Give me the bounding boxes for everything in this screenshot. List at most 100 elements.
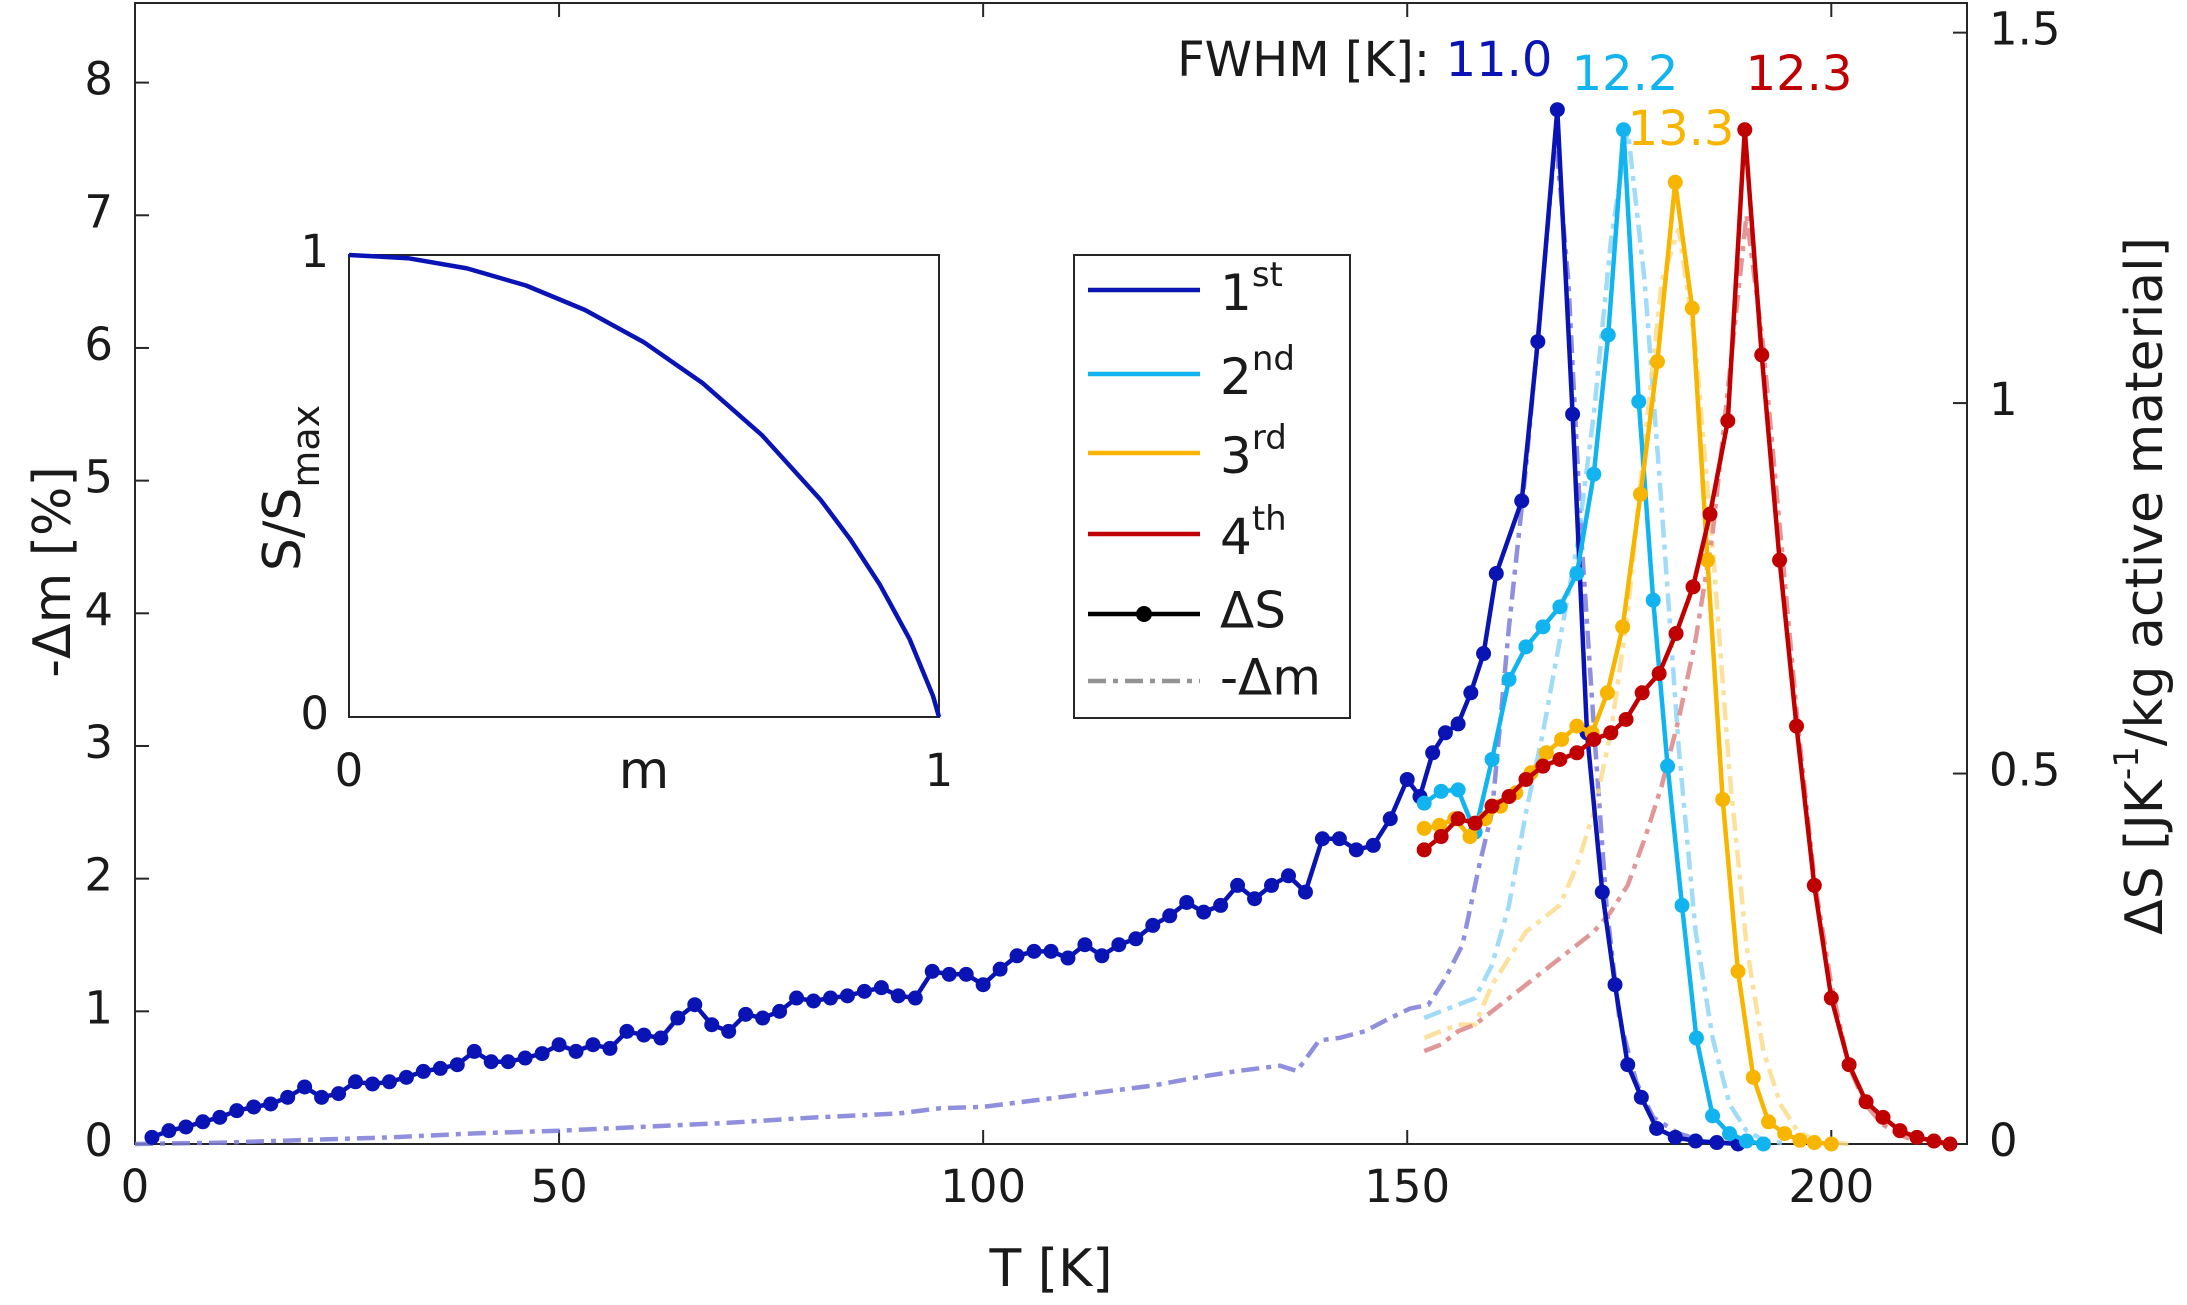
inset-frame bbox=[348, 254, 940, 718]
entropy-point bbox=[1745, 1069, 1761, 1085]
entropy-point bbox=[1586, 466, 1602, 482]
entropy-point bbox=[1399, 771, 1415, 787]
entropy-point bbox=[1162, 908, 1178, 924]
entropy-point bbox=[1280, 868, 1296, 884]
entropy-point bbox=[1077, 937, 1093, 953]
entropy-point bbox=[161, 1123, 177, 1139]
entropy-point bbox=[483, 1054, 499, 1070]
y-tick-label: 2 bbox=[84, 849, 113, 902]
x-axis-label: T [K] bbox=[989, 1239, 1113, 1299]
entropy-point bbox=[1450, 716, 1466, 732]
fwhm-label: 11.0 bbox=[1446, 32, 1553, 88]
entropy-point bbox=[772, 1003, 788, 1019]
entropy-point bbox=[1247, 891, 1263, 907]
entropy-point bbox=[670, 1010, 686, 1026]
inset-y-label-part: S/S bbox=[253, 488, 313, 572]
entropy-point bbox=[1416, 795, 1432, 811]
entropy-point bbox=[1111, 937, 1127, 953]
entropy-point bbox=[1730, 963, 1746, 979]
entropy-point bbox=[1569, 566, 1585, 581]
entropy-point bbox=[314, 1089, 330, 1105]
entropy-point bbox=[1685, 579, 1701, 595]
entropy-point bbox=[1942, 1136, 1958, 1152]
entropy-point bbox=[348, 1074, 364, 1090]
entropy-point bbox=[1549, 102, 1565, 118]
legend-label: -Δm bbox=[1220, 649, 1321, 707]
entropy-point bbox=[1699, 552, 1715, 568]
entropy-point bbox=[907, 990, 923, 1006]
legend-label: 4th bbox=[1220, 499, 1287, 566]
entropy-point bbox=[1645, 592, 1661, 608]
entropy-point bbox=[1709, 1135, 1725, 1151]
entropy-point bbox=[1565, 406, 1581, 422]
y-tick-label: 1 bbox=[84, 981, 113, 1034]
y2-tick-label: 1.5 bbox=[1989, 3, 2061, 56]
inset-y-label: S/Smax bbox=[253, 405, 328, 571]
entropy-point bbox=[806, 993, 822, 1009]
entropy-point bbox=[1634, 685, 1650, 701]
x-tick-label: 100 bbox=[940, 1160, 1026, 1213]
y2-axis-label: ΔS [JK-1/kg active material] bbox=[2107, 237, 2176, 935]
y-tick-label: 3 bbox=[84, 716, 113, 769]
entropy-point bbox=[1892, 1123, 1908, 1139]
entropy-point bbox=[1761, 1114, 1777, 1130]
entropy-point bbox=[144, 1129, 160, 1145]
entropy-point bbox=[1649, 354, 1665, 370]
legend-marker bbox=[1136, 606, 1152, 622]
entropy-point bbox=[924, 963, 940, 979]
entropy-point bbox=[1858, 1094, 1874, 1110]
entropy-point bbox=[1667, 1129, 1683, 1145]
entropy-point bbox=[280, 1089, 296, 1105]
entropy-point bbox=[1603, 725, 1619, 741]
entropy-point bbox=[1060, 950, 1076, 966]
entropy-point bbox=[941, 966, 957, 982]
entropy-point bbox=[246, 1099, 262, 1115]
entropy-point bbox=[398, 1069, 414, 1085]
entropy-point bbox=[619, 1023, 635, 1039]
entropy-point bbox=[1535, 758, 1551, 774]
entropy-point bbox=[212, 1109, 228, 1125]
entropy-point bbox=[1425, 745, 1441, 761]
entropy-point bbox=[1684, 300, 1700, 316]
y-tick-label: 5 bbox=[84, 451, 113, 504]
entropy-point bbox=[381, 1074, 397, 1090]
entropy-point bbox=[1586, 731, 1602, 747]
y2-axis-label-part: ΔS [JK bbox=[2115, 778, 2175, 935]
x-tick-label: 50 bbox=[530, 1160, 587, 1213]
entropy-point bbox=[1777, 1126, 1793, 1142]
entropy-point bbox=[1705, 1108, 1721, 1124]
entropy-point bbox=[1926, 1133, 1942, 1149]
entropy-point bbox=[1297, 884, 1313, 900]
entropy-point bbox=[1514, 493, 1530, 509]
inset-y-tick-label: 1 bbox=[300, 225, 329, 278]
entropy-point bbox=[1213, 897, 1229, 913]
entropy-point bbox=[1618, 711, 1634, 727]
entropy-point bbox=[1772, 552, 1788, 568]
entropy-point bbox=[534, 1046, 550, 1062]
entropy-point bbox=[1909, 1129, 1925, 1145]
entropy-point bbox=[704, 1017, 720, 1033]
entropy-point bbox=[1535, 619, 1551, 635]
entropy-point bbox=[517, 1050, 533, 1066]
entropy-point bbox=[890, 988, 906, 1004]
entropy-point bbox=[1715, 791, 1731, 807]
entropy-point bbox=[1668, 626, 1684, 642]
entropy-point bbox=[1552, 751, 1568, 767]
entropy-point bbox=[1264, 877, 1280, 893]
entropy-point bbox=[1463, 685, 1479, 701]
entropy-point bbox=[1450, 811, 1466, 827]
entropy-point bbox=[1632, 486, 1648, 502]
mass-loss-line bbox=[1423, 128, 1790, 1147]
entropy-point bbox=[856, 983, 872, 999]
entropy-point bbox=[1631, 394, 1647, 410]
entropy-point bbox=[1433, 783, 1449, 799]
entropy-point bbox=[1128, 931, 1144, 947]
entropy-point bbox=[1382, 811, 1398, 827]
y-tick-label: 0 bbox=[84, 1114, 113, 1167]
entropy-point bbox=[789, 990, 805, 1006]
legend-label: 3rd bbox=[1220, 418, 1287, 485]
entropy-point bbox=[1501, 789, 1517, 805]
entropy-point bbox=[195, 1114, 211, 1130]
entropy-point bbox=[1416, 842, 1432, 858]
entropy-point bbox=[873, 980, 889, 996]
